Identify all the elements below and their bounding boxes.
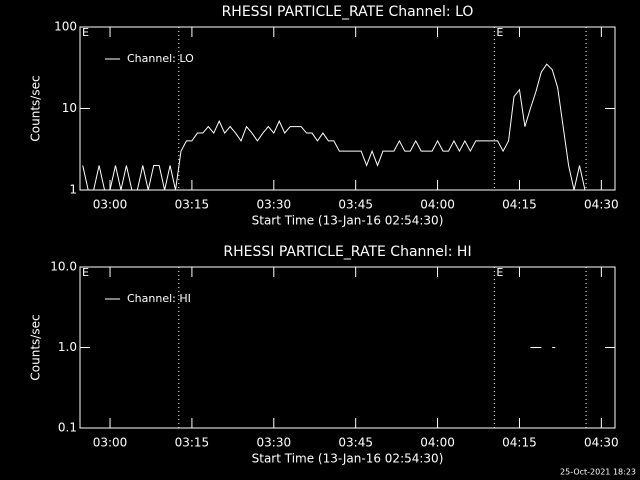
x-tick-label: 03:30 [257, 436, 292, 450]
x-tick-label: 03:15 [175, 198, 210, 212]
y-tick-label: 10 [62, 101, 77, 115]
footer: 25-Oct-2021 18:23 [560, 468, 636, 477]
y-axis-label: Counts/sec [29, 75, 43, 141]
legend-label: Channel: HI [127, 292, 191, 305]
x-tick-label: 03:15 [175, 436, 210, 450]
legend-label: Channel: LO [127, 52, 194, 65]
x-tick-label: 04:15 [502, 198, 537, 212]
x-tick-label: 03:45 [338, 436, 373, 450]
y-tick-label: 1 [69, 183, 77, 197]
annotation: E [496, 26, 503, 39]
x-axis-label: Start Time (13-Jan-16 02:54:30) [252, 214, 444, 228]
x-tick-label: 04:30 [584, 198, 619, 212]
x-tick-label: 04:15 [502, 436, 537, 450]
chart-title: RHESSI PARTICLE_RATE Channel: HI [223, 244, 471, 260]
y-tick-label: 100 [54, 20, 77, 34]
x-tick-label: 03:00 [93, 198, 128, 212]
x-tick-label: 03:00 [93, 436, 128, 450]
y-tick-label: 0.1 [58, 421, 77, 435]
data-line [82, 63, 586, 190]
annotation: E [82, 266, 89, 279]
annotation: E [496, 266, 503, 279]
x-tick-label: 04:00 [420, 436, 455, 450]
x-tick-label: 04:30 [584, 436, 619, 450]
x-tick-label: 03:45 [338, 198, 373, 212]
chart-title: RHESSI PARTICLE_RATE Channel: LO [222, 4, 474, 20]
annotation: E [82, 26, 89, 39]
y-tick-label: 1.0 [58, 340, 77, 354]
x-tick-label: 04:00 [420, 198, 455, 212]
x-tick-label: 03:30 [257, 198, 292, 212]
x-axis-label: Start Time (13-Jan-16 02:54:30) [252, 452, 444, 466]
y-tick-label: 10.0 [50, 260, 77, 274]
y-axis-label: Counts/sec [29, 314, 43, 380]
